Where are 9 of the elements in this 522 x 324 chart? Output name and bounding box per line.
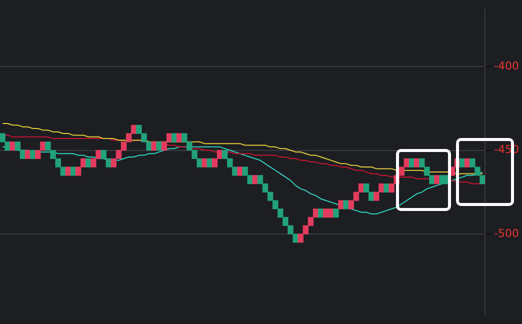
y-tick-label: -400 [494,59,520,72]
candlestick [65,166,72,176]
candlestick [343,200,349,210]
candlestick [176,133,182,142]
candlestick [237,166,243,176]
y-tick-label: -500 [494,226,520,240]
candlestick [338,200,344,210]
candlestick [70,166,76,176]
candlestick [171,133,178,142]
